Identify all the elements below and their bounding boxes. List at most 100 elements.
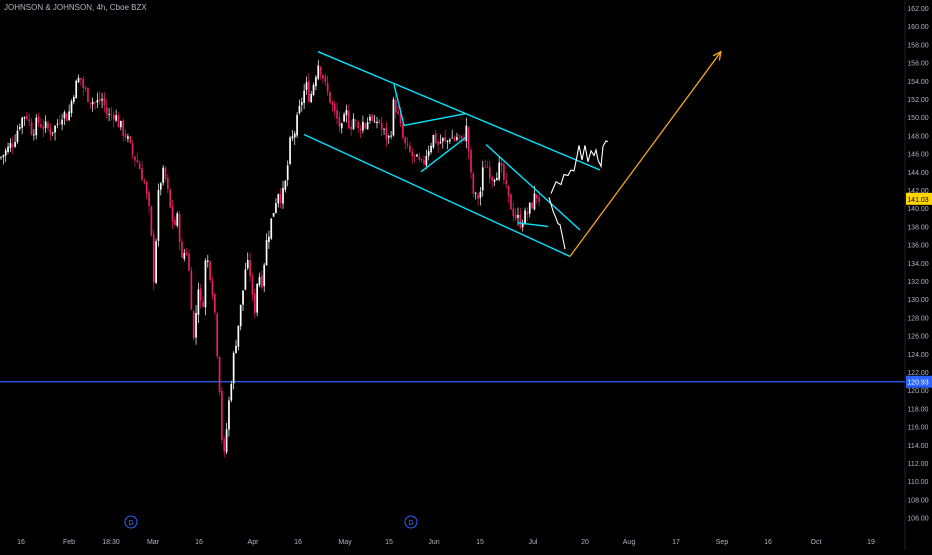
candle-body — [519, 214, 522, 228]
candle-body — [65, 113, 68, 122]
candle-body — [44, 121, 47, 128]
candle-body — [216, 313, 219, 357]
candle — [296, 112, 298, 139]
candle-body — [263, 264, 266, 287]
candle-body — [329, 91, 331, 103]
candle-body — [366, 122, 369, 130]
candle-body — [155, 241, 157, 283]
y-tick-label: 162.00 — [907, 6, 929, 13]
candle — [188, 249, 190, 272]
candle-body — [108, 114, 110, 115]
candle — [275, 198, 277, 214]
x-tick-label: 16 — [17, 539, 25, 546]
candle — [261, 270, 263, 290]
candle-body — [434, 133, 437, 143]
candle — [496, 172, 498, 181]
candle-body — [244, 269, 247, 290]
candle-body — [319, 66, 322, 75]
candle — [383, 128, 385, 135]
dividend-marker: D — [404, 515, 418, 529]
candle — [7, 142, 9, 154]
candle — [223, 436, 226, 458]
candle-body — [507, 185, 510, 196]
candle-body — [195, 313, 197, 338]
candle — [526, 207, 529, 222]
candle — [456, 132, 458, 142]
candle — [218, 356, 221, 396]
candle-body — [538, 197, 540, 202]
candle-body — [178, 213, 181, 243]
y-tick-label: 122.00 — [907, 370, 929, 377]
candle-body — [310, 93, 313, 102]
y-tick-label: 110.00 — [908, 479, 929, 486]
candle-body — [63, 112, 66, 119]
candle — [14, 134, 16, 149]
candle — [30, 118, 33, 136]
candle-body — [308, 81, 310, 102]
candle — [517, 207, 519, 226]
candle — [58, 115, 61, 126]
candle — [82, 76, 85, 96]
candle-body — [162, 167, 164, 183]
y-tick-label: 132.00 — [907, 279, 929, 286]
candle — [392, 96, 395, 137]
candle-body — [390, 135, 392, 137]
candle-body — [451, 137, 454, 139]
candle — [237, 325, 240, 351]
candle-body — [427, 151, 430, 156]
candle — [202, 296, 204, 308]
candle — [75, 79, 78, 99]
candles — [0, 59, 540, 458]
candle-body — [425, 156, 428, 166]
x-tick-label: Jul — [529, 539, 538, 546]
candle — [265, 233, 268, 266]
x-tick-label: May — [338, 539, 352, 546]
candle-body — [218, 356, 221, 393]
candle-body — [214, 293, 216, 313]
candle — [479, 187, 482, 206]
candle — [467, 126, 470, 159]
candle — [409, 141, 411, 154]
candle-body — [383, 128, 385, 130]
candle — [115, 109, 117, 122]
candle — [449, 138, 451, 145]
candle-body — [188, 253, 190, 271]
candle-body — [117, 115, 120, 128]
candle — [310, 90, 313, 104]
candle-body — [441, 137, 444, 142]
candle-body — [148, 192, 150, 206]
x-tick-label: 18:30 — [102, 539, 120, 546]
candle-body — [453, 137, 456, 141]
candle-body — [185, 252, 188, 255]
candle-body — [336, 110, 338, 119]
candle — [343, 112, 345, 123]
candle — [420, 158, 423, 163]
candle-body — [58, 122, 61, 124]
candle — [404, 136, 407, 150]
x-tick-label: Apr — [248, 539, 260, 546]
candle — [397, 105, 399, 116]
candle-body — [355, 119, 357, 121]
candle-body — [171, 205, 174, 222]
candle — [21, 116, 23, 135]
candle — [70, 99, 73, 118]
wedge-lower-line — [517, 222, 549, 228]
candle-body — [152, 234, 155, 283]
candle — [162, 164, 164, 186]
candle — [199, 283, 202, 309]
support-price-label-bg — [906, 375, 932, 388]
current-price-label-bg — [906, 192, 932, 205]
candle-body — [371, 115, 374, 121]
candle-body — [138, 163, 141, 170]
candle-body — [277, 194, 280, 204]
candle — [345, 104, 348, 123]
candle-body — [289, 137, 291, 164]
candle-body — [18, 127, 21, 129]
candle-body — [167, 178, 169, 189]
candle — [528, 202, 531, 218]
candle — [512, 202, 515, 222]
candle — [256, 283, 258, 317]
candle-body — [300, 102, 303, 106]
